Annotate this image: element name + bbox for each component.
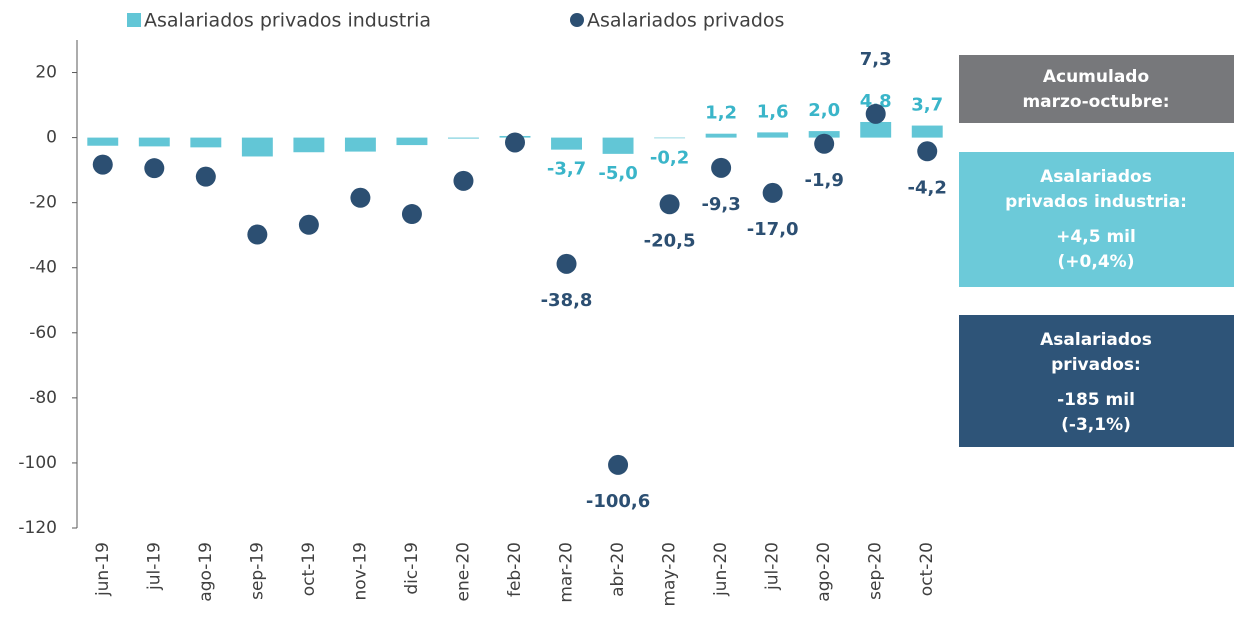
value-label: -17,0 bbox=[747, 219, 799, 240]
y-tick-label: 0 bbox=[46, 128, 57, 148]
x-tick-label: jun-19 bbox=[93, 542, 113, 597]
bar bbox=[293, 137, 325, 153]
x-tick-label: ago-19 bbox=[196, 542, 216, 602]
dot bbox=[505, 132, 525, 153]
legend-marker bbox=[570, 13, 584, 27]
dot bbox=[401, 204, 422, 225]
x-tick-label: oct-19 bbox=[299, 542, 319, 596]
bar bbox=[396, 137, 428, 146]
bar bbox=[705, 133, 737, 138]
bar bbox=[87, 137, 119, 146]
x-tick-label: abr-20 bbox=[608, 542, 628, 597]
value-label: -0,2 bbox=[650, 147, 689, 168]
annotation-text: +4,5 mil bbox=[1056, 227, 1136, 247]
value-label: 7,3 bbox=[860, 49, 892, 70]
dot bbox=[659, 194, 680, 215]
dot bbox=[711, 157, 732, 178]
value-label: -3,7 bbox=[547, 159, 586, 180]
x-tick-label: ago-20 bbox=[814, 542, 834, 602]
annotation-text: marzo-octubre: bbox=[1022, 92, 1169, 112]
annotation-text: privados: bbox=[1051, 355, 1141, 375]
value-label: -38,8 bbox=[541, 290, 593, 311]
value-label: -100,6 bbox=[586, 491, 650, 512]
x-tick-label: jul-19 bbox=[144, 542, 164, 591]
x-tick-label: may-20 bbox=[660, 542, 680, 607]
annotation-text: (+0,4%) bbox=[1058, 252, 1135, 272]
dot bbox=[608, 454, 629, 475]
dot bbox=[92, 154, 113, 175]
annotation-box bbox=[959, 315, 1234, 447]
x-tick-label: dic-19 bbox=[402, 542, 422, 595]
value-label: 1,2 bbox=[705, 103, 737, 124]
dot bbox=[917, 141, 938, 162]
dot bbox=[144, 158, 165, 179]
legend-marker bbox=[127, 13, 141, 27]
bar bbox=[860, 121, 892, 138]
annotation-box bbox=[959, 152, 1234, 287]
x-tick-label: feb-20 bbox=[505, 542, 525, 597]
bar bbox=[911, 125, 943, 138]
y-tick-label: -40 bbox=[29, 258, 57, 278]
y-tick-label: -100 bbox=[18, 453, 57, 473]
annotation-text: -185 mil bbox=[1057, 390, 1135, 410]
x-tick-label: mar-20 bbox=[557, 542, 577, 603]
value-label: -20,5 bbox=[644, 230, 696, 251]
y-tick-label: 20 bbox=[35, 63, 57, 83]
value-label: 3,7 bbox=[911, 95, 943, 116]
annotation-text: Asalariados bbox=[1040, 330, 1152, 350]
dot bbox=[298, 214, 319, 235]
dot bbox=[556, 253, 577, 274]
legend-label: Asalariados privados bbox=[587, 10, 784, 32]
y-tick-label: -80 bbox=[29, 388, 57, 408]
bar bbox=[602, 137, 634, 154]
x-tick-label: ene-20 bbox=[453, 542, 473, 601]
value-label: -5,0 bbox=[598, 163, 637, 184]
annotation-text: Acumulado bbox=[1043, 67, 1149, 87]
dot bbox=[865, 103, 886, 124]
x-tick-label: jul-20 bbox=[763, 542, 783, 591]
value-label: 2,0 bbox=[808, 100, 840, 121]
x-tick-label: nov-19 bbox=[350, 542, 370, 601]
dot bbox=[762, 182, 783, 203]
y-tick-label: -120 bbox=[18, 518, 57, 538]
x-tick-label: sep-20 bbox=[866, 542, 886, 600]
bar bbox=[757, 132, 789, 138]
annotation-box bbox=[959, 55, 1234, 123]
bar bbox=[551, 137, 582, 150]
value-label: -1,9 bbox=[804, 170, 843, 191]
bar bbox=[190, 137, 222, 148]
annotation-text: Asalariados bbox=[1040, 167, 1152, 187]
x-tick-label: sep-19 bbox=[247, 542, 267, 600]
value-label: 1,6 bbox=[757, 101, 789, 122]
y-tick-label: -60 bbox=[29, 323, 57, 343]
value-label: 4,8 bbox=[860, 91, 892, 112]
annotation-text: (-3,1%) bbox=[1061, 415, 1131, 435]
value-label: -9,3 bbox=[701, 194, 740, 215]
bar bbox=[241, 137, 273, 157]
bar bbox=[654, 137, 686, 139]
annotation-text: privados industria: bbox=[1005, 192, 1187, 212]
dot bbox=[453, 170, 474, 191]
legend-label: Asalariados privados industria bbox=[144, 10, 431, 32]
dot bbox=[814, 133, 835, 154]
bar bbox=[138, 137, 170, 147]
dot bbox=[350, 187, 371, 208]
bar bbox=[448, 137, 479, 139]
x-tick-label: oct-20 bbox=[917, 542, 937, 596]
x-tick-label: jun-20 bbox=[711, 542, 731, 597]
dot bbox=[195, 166, 216, 187]
y-tick-label: -20 bbox=[29, 193, 57, 213]
value-label: -4,2 bbox=[908, 177, 947, 198]
dot bbox=[247, 224, 268, 245]
bar bbox=[344, 137, 376, 152]
